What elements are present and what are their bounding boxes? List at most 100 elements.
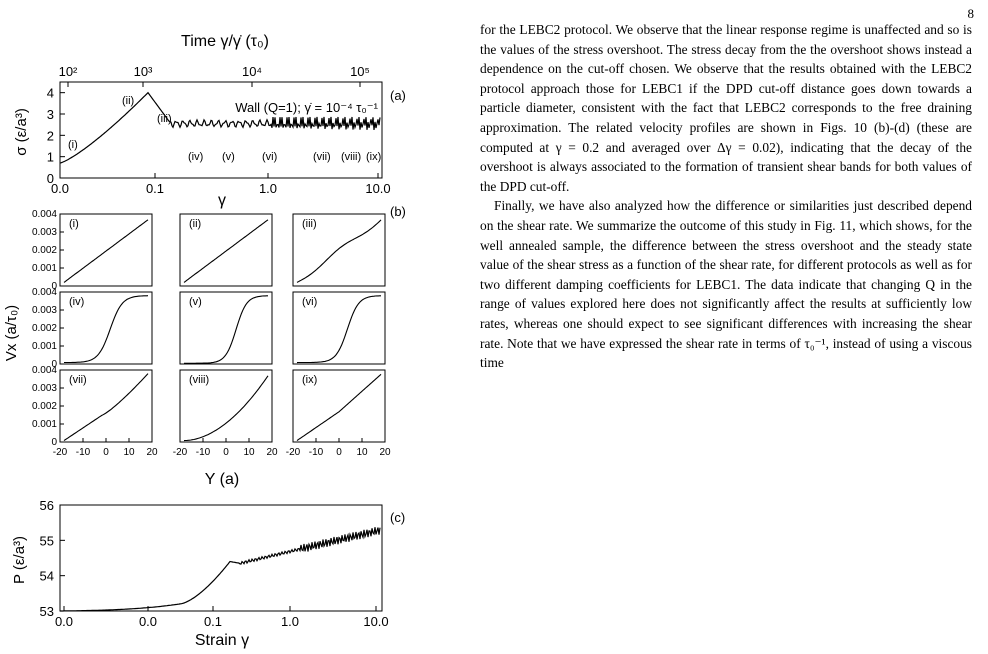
velocity-profile <box>296 373 382 442</box>
panel-a-x-tick: 10.0 <box>365 181 390 196</box>
panel-a-xlabel: γ <box>218 192 226 209</box>
panel-c-y-tick: 56 <box>40 498 54 513</box>
paragraph-2: Finally, we have also analyzed how the d… <box>480 198 972 371</box>
panel-c-xlabel: Strain γ <box>195 632 249 649</box>
panel-a-top-tick: 10⁵ <box>350 64 370 79</box>
panel-b-x-tick: 10 <box>356 447 368 458</box>
panel-a-stage-label: (v) <box>222 151 235 163</box>
panel-a-y-tick: 4 <box>47 86 54 101</box>
panel-a-top-tick: 10³ <box>134 64 153 79</box>
panel-b-x-tick: -10 <box>309 447 324 458</box>
panel-a-stage-label: (vii) <box>313 151 331 163</box>
panel-a-stage-label: (ix) <box>366 151 381 163</box>
panel-c: (c) 53 54 55 56 0.0 0.0 0.1 1.0 10.0 P (ε/a³) S… <box>11 498 405 649</box>
panel-a-y-tick: 0 <box>47 171 54 186</box>
panel-b-y-tick: 0.001 <box>32 419 57 430</box>
velocity-subpanel-label: (iii) <box>302 218 317 230</box>
velocity-subpanel: (v) <box>179 291 273 365</box>
panel-b-x-tick: 10 <box>243 447 255 458</box>
panel-c-y-tick: 53 <box>40 604 54 619</box>
panel-b-y-tick: 0.002 <box>32 245 57 256</box>
velocity-profile <box>296 295 381 364</box>
panel-b-x-tick: -20 <box>53 447 68 458</box>
panel-b-ylabel: Vx (a/τ₀) <box>3 305 20 361</box>
panel-b-y-tick: 0.004 <box>32 287 57 298</box>
panel-a-stage-label: (vi) <box>262 151 277 163</box>
panel-b-xlabel: Y (a) <box>205 471 239 488</box>
panel-a-stage-label: (iv) <box>188 151 203 163</box>
velocity-profile <box>63 219 149 283</box>
velocity-subpanel-label: (v) <box>189 296 202 308</box>
panel-c-x-tick: 0.0 <box>139 614 157 629</box>
panel-b-x-tick: 20 <box>266 447 278 458</box>
velocity-profile <box>183 375 269 442</box>
panel-a-x-tick: 0.1 <box>146 181 164 196</box>
panel-a-stage-label: (iii) <box>157 113 172 125</box>
panel-c-y-tick: 55 <box>40 533 54 548</box>
panel-c-label: (c) <box>390 510 405 525</box>
pressure-curve <box>60 527 381 612</box>
panel-c-y-tick: 54 <box>40 569 54 584</box>
panel-b-x-tick: -20 <box>173 447 188 458</box>
velocity-profile <box>183 219 269 283</box>
velocity-profile <box>184 295 268 364</box>
panel-b-y-tick: 0.004 <box>32 365 57 376</box>
panel-b-x-tick: 0 <box>103 447 109 458</box>
velocity-subpanel: (ix) -20 -10 0 10 20 <box>286 369 391 458</box>
velocity-profile <box>296 219 382 283</box>
velocity-subpanel: (i) 0 0.001 0.002 0.003 0.004 <box>32 209 153 292</box>
panel-a: Time γ/γ̇ (τ₀) 10² 10³ 10⁴ 10⁵ 0 1 2 3 4 0.0 0.1… <box>13 33 406 209</box>
velocity-profile <box>64 295 149 364</box>
panel-a-x-tick: 1.0 <box>259 181 277 196</box>
panel-b-x-tick: -10 <box>196 447 211 458</box>
panel-b-y-tick: 0 <box>51 281 57 292</box>
panel-b-label: (b) <box>390 204 406 219</box>
panel-b-y-tick: 0.003 <box>32 383 57 394</box>
panel-a-stage-label: (ii) <box>122 95 134 107</box>
page-number: 8 <box>967 6 975 21</box>
paragraph-1: for the LEBC2 protocol. We observe that … <box>480 22 972 194</box>
panel-b-y-tick: 0.003 <box>32 227 57 238</box>
figure: Time γ/γ̇ (τ₀) 10² 10³ 10⁴ 10⁵ 0 1 2 3 4 0.0 0.1… <box>0 0 470 654</box>
panel-a-stage-label: (i) <box>68 139 78 151</box>
panel-a-y-tick: 3 <box>47 107 54 122</box>
velocity-subpanel-label: (i) <box>69 218 79 230</box>
panel-c-x-tick: 10.0 <box>363 614 388 629</box>
panel-b-y-tick: 0.001 <box>32 341 57 352</box>
panel-b-x-tick: 20 <box>379 447 391 458</box>
panel-a-ylabel: σ (ε/a³) <box>13 108 30 156</box>
panel-a-top-axis-label: Time γ/γ̇ (τ₀) <box>181 33 269 50</box>
panel-a-y-tick: 2 <box>47 128 54 143</box>
stress-curve <box>59 91 381 164</box>
velocity-subpanel: (viii) -20 -10 0 10 20 <box>173 369 278 458</box>
panel-b-x-tick: 20 <box>146 447 158 458</box>
panel-b-y-tick: 0.004 <box>32 209 57 220</box>
panel-b-y-tick: 0 <box>51 359 57 370</box>
panel-b-y-tick: 0.003 <box>32 305 57 316</box>
velocity-subpanel-label: (viii) <box>189 374 209 386</box>
panel-a-label: (a) <box>390 88 406 103</box>
panel-c-x-tick: 1.0 <box>281 614 299 629</box>
velocity-subpanel-label: (ii) <box>189 218 201 230</box>
velocity-subpanel: (ii) <box>179 213 273 287</box>
panel-c-x-tick: 0.1 <box>204 614 222 629</box>
panel-b-x-tick: -20 <box>286 447 301 458</box>
velocity-subpanel: (vii) 0 0.001 0.002 0.003 0.004 -20 -10 0 10 20 <box>32 365 158 458</box>
panel-a-x-tick: 0.0 <box>51 181 69 196</box>
panel-b-y-tick: 0 <box>51 437 57 448</box>
panel-b-y-tick: 0.002 <box>32 323 57 334</box>
panel-a-y-tick: 1 <box>47 150 54 165</box>
panel-a-stage-label: (viii) <box>341 151 361 163</box>
panel-a-top-tick: 10⁴ <box>242 64 262 79</box>
velocity-subpanel-label: (ix) <box>302 374 317 386</box>
panel-c-x-tick: 0.0 <box>55 614 73 629</box>
panel-b-x-tick: 0 <box>223 447 229 458</box>
velocity-subpanel: (vi) <box>292 291 386 365</box>
velocity-subpanel: (iii) <box>292 213 386 287</box>
panel-b-x-tick: 0 <box>336 447 342 458</box>
panel-a-top-tick: 10² <box>59 64 78 79</box>
body-text: for the LEBC2 protocol. We observe that … <box>480 20 972 373</box>
panel-b-y-tick: 0.001 <box>32 263 57 274</box>
figure-svg: Time γ/γ̇ (τ₀) 10² 10³ 10⁴ 10⁵ 0 1 2 3 4 0.0 0.1… <box>3 33 406 649</box>
velocity-subpanel: (iv) 0 0.001 0.002 0.003 0.004 <box>32 287 153 370</box>
